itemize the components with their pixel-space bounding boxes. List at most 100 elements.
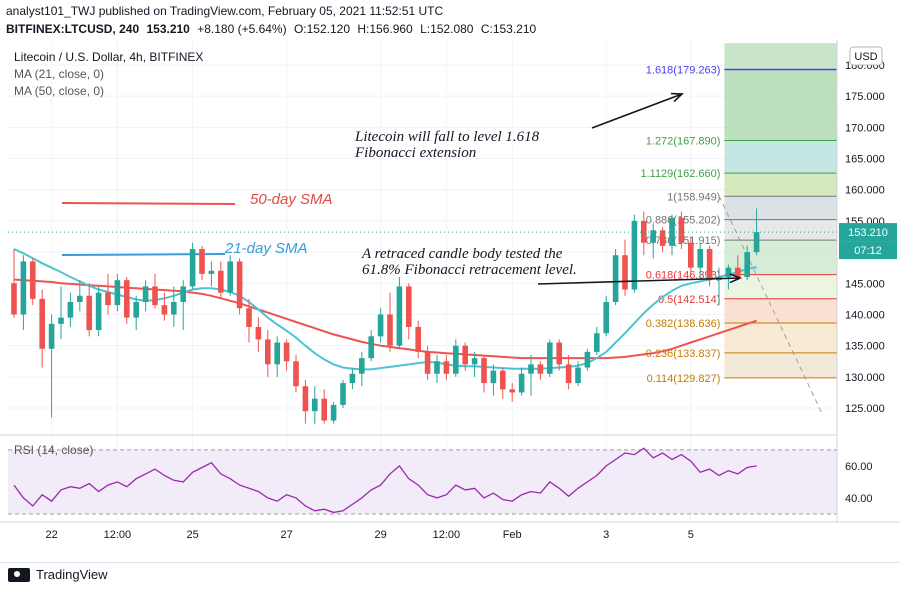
legend-rsi: RSI (14, close) [14, 443, 93, 457]
note-fib-line2: Fibonacci extension [354, 145, 476, 161]
fib-level-label: 1.618(179.263) [646, 65, 721, 77]
candle-body [218, 270, 224, 293]
candle-body [406, 286, 412, 327]
candle-body [171, 302, 177, 315]
time-tick-label: 22 [45, 529, 57, 541]
candle-body [39, 298, 45, 349]
countdown-badge-label: 07:12 [854, 245, 882, 257]
fib-band [724, 140, 837, 174]
candle-body [603, 302, 609, 334]
retracement-arrow [537, 277, 741, 285]
candle-body [321, 398, 327, 421]
tradingview-logo[interactable]: TradingView [8, 567, 108, 582]
candle-body [208, 270, 215, 274]
candle-body [255, 326, 262, 340]
ma50-line [13, 278, 757, 360]
time-tick-label: 12:00 [433, 529, 461, 541]
symbol-label: BITFINEX:LTCUSD, 240 [6, 22, 140, 36]
candle-body [612, 255, 619, 302]
candle-body [631, 220, 638, 290]
candle-body [312, 398, 318, 412]
rsi-tick-label: 40.00 [845, 493, 873, 505]
candle-body [453, 345, 459, 374]
candle-body [359, 358, 365, 374]
time-tick-label: Feb [503, 529, 522, 541]
candle-body [368, 336, 374, 359]
countdown-badge [839, 241, 897, 260]
candle-body [556, 342, 562, 365]
candle-body [227, 261, 233, 293]
candle-body [678, 217, 685, 243]
candle-body [622, 255, 628, 290]
fib-level-label: 1.1129(162.660) [640, 168, 720, 180]
time-tick-label: 5 [688, 529, 694, 541]
candle-body [650, 230, 656, 243]
candle-body [265, 339, 271, 365]
fib-band [724, 352, 837, 378]
candle-body [189, 248, 196, 287]
candle-body [462, 345, 468, 365]
fib-level-label: 1.272(167.890) [646, 135, 721, 147]
candle-body [518, 373, 525, 393]
candle-body [133, 302, 139, 318]
candle-body [11, 283, 17, 315]
tradingview-logo-icon [8, 567, 30, 582]
candle-body [641, 220, 647, 243]
fib-level-label: 0.114(129.827) [647, 373, 721, 385]
chart-canvas[interactable]: 1.618(179.263) 1.272(167.890) 1.1129(162.6… [0, 40, 900, 562]
candle-body [725, 267, 732, 278]
candle-body [659, 230, 666, 246]
ohlc-high: H:156.960 [357, 22, 413, 36]
publisher-line: analyst101_TWJ published on TradingView.… [6, 4, 443, 18]
candle-body [246, 308, 252, 327]
note-retrace-line1: A retraced candle body tested the [361, 246, 563, 262]
fib-band [724, 69, 837, 141]
price-tick-label: 170.000 [845, 122, 885, 134]
price-tick-label: 175.000 [845, 91, 885, 103]
candle-body [86, 295, 92, 331]
candle-body [95, 292, 102, 331]
candle-body [565, 364, 572, 384]
fib-level-label: 1(158.949) [667, 191, 720, 203]
candle-body [688, 242, 694, 268]
candle-body [124, 280, 130, 318]
candle-body [537, 364, 544, 374]
candle-body [302, 386, 309, 412]
fib-level-label: 0.236(133.837) [646, 348, 721, 360]
publisher-text: analyst101_TWJ published on TradingView.… [6, 4, 444, 18]
candle-body [199, 248, 205, 274]
candle-body [547, 342, 553, 374]
currency-badge[interactable] [849, 46, 883, 66]
fib-band [724, 173, 837, 197]
price-change: +8.180 (+5.64%) [197, 22, 287, 36]
candle-body [58, 317, 64, 324]
price-tick-label: 125.000 [845, 403, 885, 415]
fib-band [724, 240, 837, 275]
last-price-badge [839, 223, 897, 242]
fib-level-label: 0.382(138.636) [646, 318, 721, 330]
time-tick-label: 27 [280, 529, 292, 541]
candle-body [340, 383, 346, 405]
symbol-line: BITFINEX:LTCUSD, 240 153.210 +8.180 (+5.… [6, 22, 536, 36]
candle-body [490, 370, 497, 384]
fib-band [724, 196, 837, 220]
sma21-callout-line [61, 253, 226, 256]
label-sma21: 21-day SMA [224, 240, 308, 257]
price-tick-label: 160.000 [845, 185, 885, 197]
price-axis[interactable] [837, 40, 900, 562]
time-tick-label: 3 [603, 529, 609, 541]
price-tick-label: 140.000 [845, 309, 885, 321]
price-tick-label: 165.000 [845, 154, 885, 166]
brand-name: TradingView [36, 567, 108, 582]
candle-body [274, 342, 280, 365]
candle-body [744, 252, 750, 278]
current-price: 153.210 [146, 22, 190, 36]
fib-band [724, 298, 837, 323]
price-tick-label: 180.000 [845, 60, 885, 72]
candle-body [152, 286, 158, 306]
candle-body [293, 361, 299, 387]
footer-bar: TradingView [0, 562, 900, 589]
candle-body [753, 232, 760, 253]
candle-body [387, 314, 393, 346]
fib-extension-arrow [591, 93, 683, 129]
